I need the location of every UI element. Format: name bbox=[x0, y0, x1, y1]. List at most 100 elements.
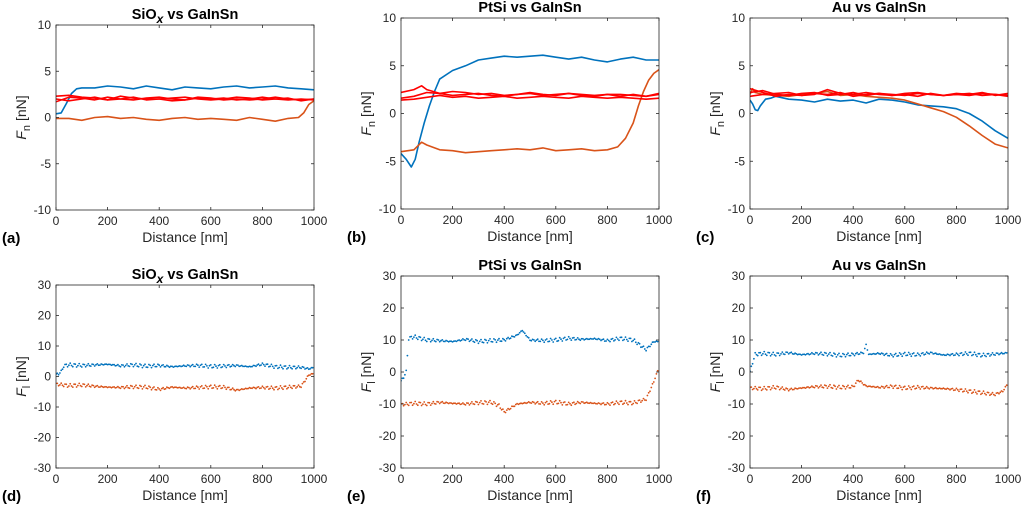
data-point bbox=[140, 364, 143, 366]
data-point bbox=[489, 399, 491, 402]
data-point bbox=[79, 365, 82, 367]
series-orange-1 bbox=[56, 100, 314, 122]
data-point bbox=[197, 386, 199, 389]
data-point bbox=[249, 365, 252, 368]
series-line bbox=[401, 54, 659, 168]
data-point bbox=[264, 388, 266, 390]
data-point bbox=[763, 385, 766, 388]
data-point bbox=[224, 386, 226, 389]
data-point bbox=[518, 331, 521, 334]
x-tick-label: 200 bbox=[443, 213, 463, 227]
data-point bbox=[607, 339, 610, 342]
data-point bbox=[464, 404, 467, 406]
data-point bbox=[407, 404, 410, 407]
data-point bbox=[301, 382, 304, 385]
data-point bbox=[820, 384, 822, 386]
data-point bbox=[420, 404, 423, 407]
data-point bbox=[927, 387, 929, 389]
data-point bbox=[607, 403, 610, 405]
data-point bbox=[763, 350, 766, 353]
data-point bbox=[65, 383, 68, 386]
data-point bbox=[310, 372, 313, 375]
data-point bbox=[915, 354, 918, 357]
x-tick-label: 800 bbox=[252, 472, 272, 486]
data-point bbox=[552, 341, 555, 343]
x-tick-label: 400 bbox=[494, 213, 514, 227]
x-tick-label: 800 bbox=[946, 213, 966, 227]
data-point bbox=[406, 403, 409, 406]
data-point bbox=[885, 352, 888, 355]
data-point bbox=[104, 363, 106, 366]
data-point bbox=[929, 386, 932, 389]
x-tick-label: 400 bbox=[843, 472, 863, 486]
data-point bbox=[164, 387, 167, 390]
data-point bbox=[842, 352, 844, 355]
data-point bbox=[212, 387, 215, 389]
data-point bbox=[486, 403, 489, 406]
data-point bbox=[580, 401, 583, 403]
data-point bbox=[117, 385, 119, 388]
data-point bbox=[61, 368, 64, 371]
data-point bbox=[66, 365, 69, 368]
series-line bbox=[56, 85, 314, 115]
data-point bbox=[787, 389, 790, 392]
data-point bbox=[765, 389, 768, 391]
data-point bbox=[791, 388, 794, 391]
data-point bbox=[606, 401, 609, 404]
data-point bbox=[817, 387, 820, 389]
data-point bbox=[262, 386, 265, 389]
data-point bbox=[598, 402, 601, 405]
data-point bbox=[602, 338, 605, 341]
series-line bbox=[401, 91, 659, 99]
x-tick-label: 400 bbox=[843, 213, 863, 227]
data-point bbox=[804, 387, 807, 389]
data-point bbox=[486, 341, 489, 344]
data-point bbox=[624, 399, 627, 402]
data-point bbox=[861, 382, 864, 384]
data-point bbox=[636, 402, 638, 405]
data-point bbox=[471, 338, 473, 340]
data-point bbox=[115, 386, 118, 389]
y-tick-label: -30 bbox=[728, 461, 746, 475]
x-tick-label: 0 bbox=[53, 472, 60, 486]
data-point bbox=[460, 339, 463, 342]
data-point bbox=[647, 345, 650, 348]
chart-panel-c: 0 200 400 600 800 1000 -10 -5 0 5 10 Au vs GaInSn Di… bbox=[696, 0, 1022, 246]
y-tick-label: 30 bbox=[383, 269, 397, 283]
data-point bbox=[534, 340, 537, 343]
data-point bbox=[300, 367, 302, 370]
data-point bbox=[750, 386, 753, 388]
data-point bbox=[193, 365, 195, 368]
data-point bbox=[536, 400, 539, 403]
data-point bbox=[159, 366, 162, 368]
data-point bbox=[402, 404, 405, 407]
data-point bbox=[424, 403, 427, 406]
data-point bbox=[772, 351, 775, 354]
data-point bbox=[633, 400, 636, 402]
data-point bbox=[561, 340, 564, 342]
chart-title-main: Au vs GaInSn bbox=[832, 258, 926, 274]
data-point bbox=[854, 382, 857, 384]
data-point bbox=[882, 385, 884, 388]
data-point bbox=[509, 337, 512, 340]
data-point bbox=[891, 354, 893, 356]
data-point bbox=[530, 402, 533, 404]
data-point bbox=[781, 351, 784, 353]
data-point bbox=[605, 403, 607, 406]
data-point bbox=[863, 347, 866, 350]
data-point bbox=[189, 388, 192, 390]
data-point bbox=[511, 405, 513, 408]
data-point bbox=[591, 402, 593, 405]
chart-title: SiOx vs GaInSn bbox=[132, 267, 239, 286]
data-point bbox=[994, 394, 996, 397]
data-point bbox=[404, 373, 406, 376]
data-point bbox=[616, 402, 619, 404]
data-point bbox=[208, 364, 211, 367]
data-point bbox=[750, 365, 753, 368]
data-point bbox=[853, 354, 856, 357]
data-point bbox=[99, 364, 101, 366]
data-point bbox=[215, 386, 217, 388]
data-point bbox=[949, 389, 951, 391]
data-point bbox=[883, 354, 886, 357]
y-tick-label: 0 bbox=[738, 365, 745, 379]
